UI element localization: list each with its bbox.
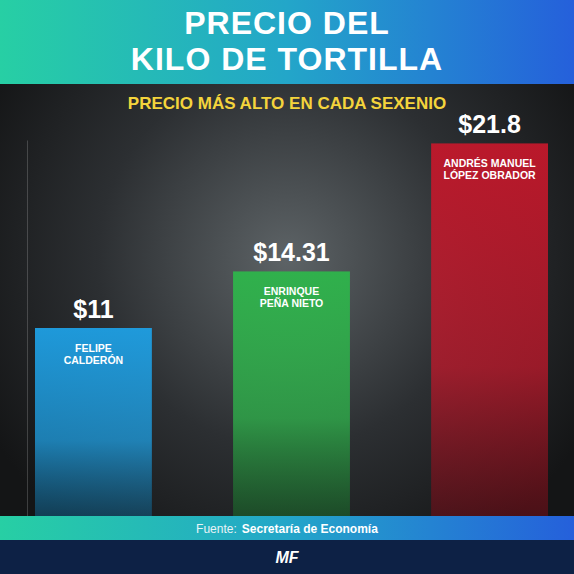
- logo: MF: [275, 549, 299, 566]
- bar: [431, 143, 548, 516]
- title-line: KILO DE TORTILLA: [131, 41, 443, 77]
- y-axis-line: [27, 141, 28, 517]
- category-labels: FELIPECALDERÓN ENRINQUEPEÑA NIETO ANDRÉS M…: [64, 157, 537, 366]
- header-band: [0, 0, 574, 84]
- source: Fuente: Secretaría de Economía: [196, 522, 378, 536]
- title: PRECIO DELKILO DE TORTILLA: [131, 5, 443, 77]
- category-label-line: LÓPEZ OBRADOR: [443, 169, 536, 181]
- background: [0, 0, 574, 574]
- data-label: $11: [73, 295, 113, 323]
- bar: [233, 271, 350, 516]
- source-prefix: Fuente:: [196, 522, 237, 536]
- category-label: ENRINQUEPEÑA NIETO: [260, 285, 324, 309]
- footer-band: [0, 540, 574, 574]
- data-label: $21.8: [458, 110, 521, 138]
- data-labels: $11 $14.31 $21.8: [73, 110, 521, 323]
- category-label-line: ENRINQUE: [264, 285, 319, 297]
- source-name: Secretaría de Economía: [242, 522, 378, 536]
- category-label-line: FELIPE: [75, 342, 112, 354]
- title-line: PRECIO DEL: [184, 5, 390, 41]
- category-label-line: CALDERÓN: [64, 354, 124, 366]
- category-label: FELIPECALDERÓN: [64, 342, 124, 366]
- category-label-line: PEÑA NIETO: [260, 297, 324, 309]
- bar: [35, 328, 152, 516]
- chart: PRECIO DELKILO DE TORTILLA PRECIO MÁS ALT…: [0, 0, 574, 574]
- data-label: $14.31: [253, 238, 330, 266]
- subtitle: PRECIO MÁS ALTO EN CADA SEXENIO: [128, 94, 446, 113]
- category-label-line: ANDRÉS MANUEL: [443, 157, 536, 169]
- y-axis: [27, 141, 28, 517]
- bars: [35, 143, 548, 516]
- source-band: [0, 516, 574, 540]
- category-label: ANDRÉS MANUELLÓPEZ OBRADOR: [443, 157, 536, 181]
